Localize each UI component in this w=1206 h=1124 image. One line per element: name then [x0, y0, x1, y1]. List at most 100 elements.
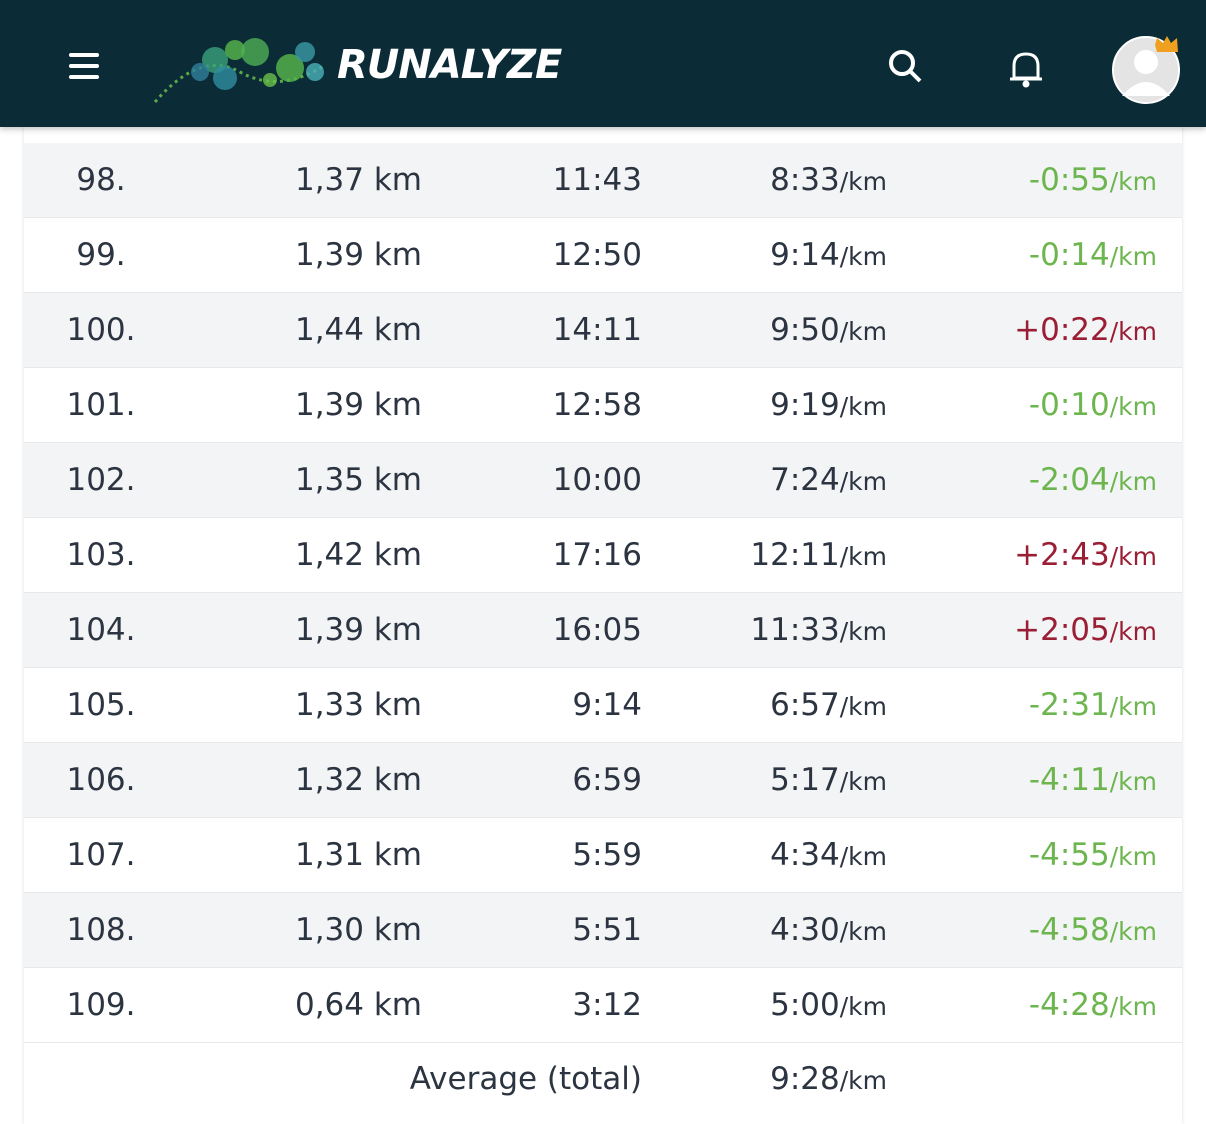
time: 6:59: [572, 762, 642, 798]
pace-value: 7:24: [770, 462, 840, 498]
unit: /km: [839, 617, 887, 646]
time: 9:14: [572, 687, 642, 723]
lap-number: 105.: [66, 687, 136, 723]
pace-diff-value: -4:11: [1028, 762, 1110, 798]
lap-row: 100. 1,44 km 14:11 9:50/km +0:22/km: [24, 293, 1182, 368]
unit: /km: [839, 317, 887, 346]
lap-number: 98.: [76, 162, 126, 198]
lap-number: 104.: [66, 612, 136, 648]
unit: /km: [1109, 692, 1157, 721]
distance: 1,32 km: [294, 762, 422, 798]
logo[interactable]: [153, 38, 326, 103]
unit: /km: [839, 467, 887, 496]
time: 12:50: [552, 237, 642, 273]
pace-diff-value: -2:31: [1028, 687, 1110, 723]
pace: 4:34/km: [770, 818, 887, 892]
pace-diff-value: -4:28: [1028, 987, 1110, 1023]
header-icons: [69, 36, 1180, 104]
unit: /km: [839, 692, 887, 721]
distance: 0,64 km: [294, 987, 422, 1023]
unit: /km: [1109, 617, 1157, 646]
unit: /km: [839, 842, 887, 871]
lap-row: 105. 1,33 km 9:14 6:57/km -2:31/km: [24, 668, 1182, 743]
pace-diff-value: +2:05: [1014, 612, 1110, 648]
lap-number: 103.: [66, 537, 136, 573]
unit: /km: [1109, 767, 1157, 796]
lap-row: 107. 1,31 km 5:59 4:34/km -4:55/km: [24, 818, 1182, 893]
time: 17:16: [552, 537, 642, 573]
pace: 5:17/km: [770, 743, 887, 817]
pace-diff: -4:11/km: [1029, 743, 1157, 817]
pace: 9:14/km: [770, 218, 887, 292]
pace-value: 12:11: [750, 537, 840, 573]
pace-diff: -0:14/km: [1029, 218, 1157, 292]
brand-name: RUNALYZE: [337, 42, 562, 88]
pace-diff-value: -4:58: [1028, 912, 1110, 948]
pace: 4:30/km: [770, 893, 887, 967]
pace: 8:33/km: [770, 143, 887, 217]
laps-table: 98. 1,37 km 11:43 8:33/km -0:55/km 99. 1,39 km…: [24, 127, 1182, 1124]
pace-diff-value: -4:55: [1028, 837, 1110, 873]
unit: /km: [1109, 467, 1157, 496]
lap-number: 106.: [66, 762, 136, 798]
time: 14:11: [552, 312, 642, 348]
pace-value: 9:50: [770, 312, 840, 348]
lap-row: 103. 1,42 km 17:16 12:11/km +2:43/km: [24, 518, 1182, 593]
unit: /km: [1109, 392, 1157, 421]
lap-number: 100.: [66, 312, 136, 348]
unit: /km: [1109, 842, 1157, 871]
unit: /km: [1109, 167, 1157, 196]
lap-number: 102.: [66, 462, 136, 498]
pace: 11:33/km: [750, 593, 887, 667]
pace-diff-value: +2:43: [1014, 537, 1110, 573]
unit: /km: [839, 1066, 887, 1095]
pace: 12:11/km: [750, 518, 887, 592]
time: 5:51: [572, 912, 642, 948]
pace: 6:57/km: [770, 668, 887, 742]
average-row: Average (total) 9:28/km: [24, 1043, 1182, 1115]
pace: 9:50/km: [770, 293, 887, 367]
unit: /km: [839, 992, 887, 1021]
pace-diff: -2:31/km: [1029, 668, 1157, 742]
avatar-button[interactable]: [1112, 36, 1180, 104]
pace-value: 4:34: [770, 837, 840, 873]
pace-diff: -0:10/km: [1029, 368, 1157, 442]
pace-value: 11:33: [750, 612, 840, 648]
time: 11:43: [552, 162, 642, 198]
distance: 1,44 km: [294, 312, 422, 348]
pace-diff: -4:55/km: [1029, 818, 1157, 892]
lap-row: 109. 0,64 km 3:12 5:00/km -4:28/km: [24, 968, 1182, 1043]
notifications-button[interactable]: [1010, 52, 1042, 88]
pace-value: 4:30: [770, 912, 840, 948]
lap-number: 109.: [66, 987, 136, 1023]
lap-number: 107.: [66, 837, 136, 873]
unit: /km: [1109, 992, 1157, 1021]
top-bar: RUNALYZE: [0, 0, 1206, 127]
unit: /km: [839, 242, 887, 271]
pace-value: 6:57: [770, 687, 840, 723]
time: 3:12: [572, 987, 642, 1023]
pace: 9:19/km: [770, 368, 887, 442]
lap-row: 102. 1,35 km 10:00 7:24/km -2:04/km: [24, 443, 1182, 518]
time: 5:59: [572, 837, 642, 873]
pace-value: 8:33: [770, 162, 840, 198]
distance: 1,33 km: [294, 687, 422, 723]
distance: 1,39 km: [294, 237, 422, 273]
pace-diff-value: -0:10: [1028, 387, 1110, 423]
pace-value: 5:17: [770, 762, 840, 798]
average-label: Average (total): [409, 1061, 642, 1097]
pace-diff: -0:55/km: [1029, 143, 1157, 217]
pace-diff: -4:28/km: [1029, 968, 1157, 1042]
unit: /km: [839, 767, 887, 796]
pace-diff-value: +0:22: [1014, 312, 1110, 348]
lap-row: 101. 1,39 km 12:58 9:19/km -0:10/km: [24, 368, 1182, 443]
average-pace: 9:28/km: [770, 1043, 887, 1115]
pace-diff-value: -0:14: [1028, 237, 1110, 273]
lap-row: 108. 1,30 km 5:51 4:30/km -4:58/km: [24, 893, 1182, 968]
menu-button[interactable]: [69, 53, 99, 79]
search-button[interactable]: [889, 50, 922, 83]
pace-diff: -2:04/km: [1029, 443, 1157, 517]
pace: 7:24/km: [770, 443, 887, 517]
time: 10:00: [552, 462, 642, 498]
